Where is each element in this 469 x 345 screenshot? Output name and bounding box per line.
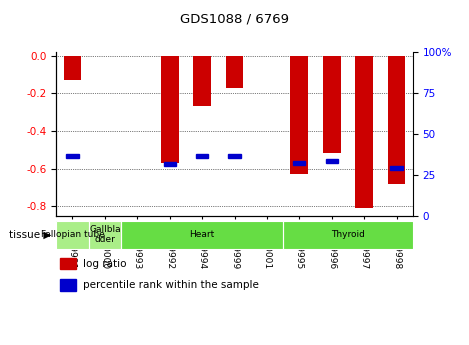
Text: GDS1088 / 6769: GDS1088 / 6769 xyxy=(180,12,289,25)
Bar xyxy=(290,56,308,174)
Bar xyxy=(164,162,176,166)
Text: Heart: Heart xyxy=(189,230,215,239)
Text: Thyroid: Thyroid xyxy=(331,230,365,239)
Bar xyxy=(323,56,340,154)
Bar xyxy=(64,56,82,80)
Bar xyxy=(193,56,211,106)
Text: Gallbla
dder: Gallbla dder xyxy=(89,225,121,244)
Bar xyxy=(56,221,89,248)
Bar xyxy=(325,159,338,163)
Bar xyxy=(196,154,208,158)
Bar xyxy=(387,56,405,184)
Text: percentile rank within the sample: percentile rank within the sample xyxy=(83,280,259,290)
Bar xyxy=(89,221,121,248)
Bar xyxy=(56,221,89,248)
Text: log ratio: log ratio xyxy=(83,258,127,268)
Bar xyxy=(283,221,413,248)
Bar xyxy=(228,154,241,158)
Bar xyxy=(161,56,179,163)
Bar xyxy=(89,221,121,248)
Bar xyxy=(66,154,79,158)
Bar xyxy=(283,221,413,248)
Bar xyxy=(293,161,305,165)
Bar xyxy=(60,279,76,291)
Bar xyxy=(121,221,283,248)
Bar xyxy=(226,56,243,88)
Text: Fallopian tube: Fallopian tube xyxy=(41,230,105,239)
Bar xyxy=(390,166,403,170)
Bar xyxy=(60,258,76,269)
Bar xyxy=(355,56,373,208)
Text: tissue ▶: tissue ▶ xyxy=(9,230,52,239)
Bar xyxy=(121,221,283,248)
